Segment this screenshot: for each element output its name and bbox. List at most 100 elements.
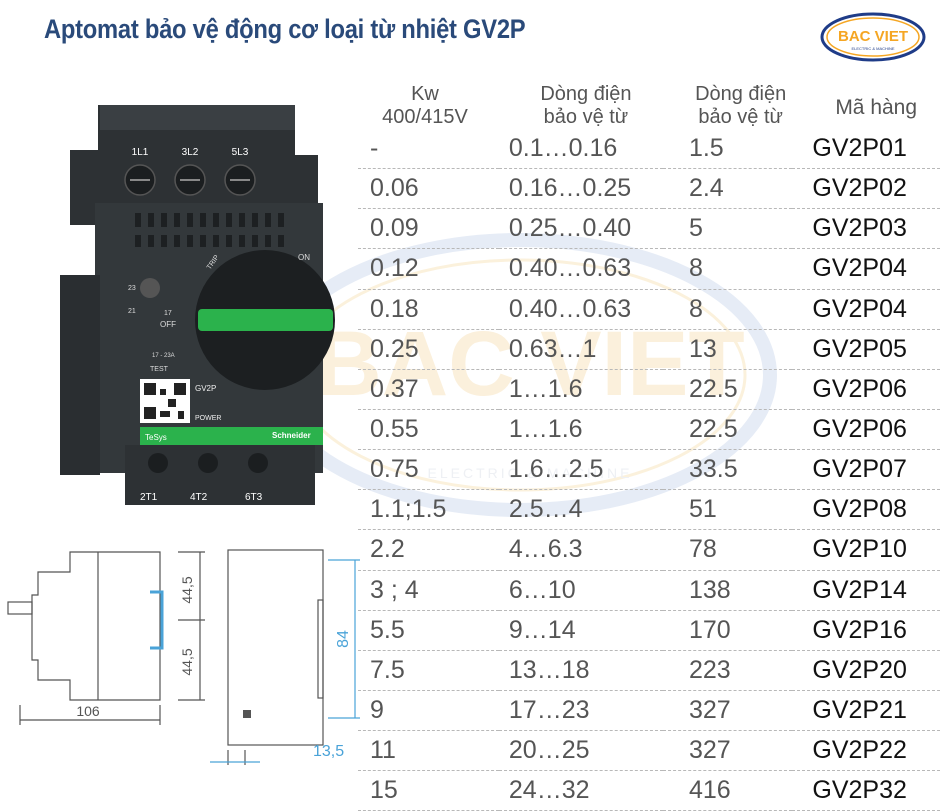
table-row: 5.5 9…14 170 GV2P16 — [358, 610, 940, 651]
cell-magnetic-current: 2.5…4 — [498, 489, 663, 531]
cell-part-number: GV2P01 — [792, 129, 940, 170]
table-row: 2.2 4…6.3 78 GV2P10 — [358, 529, 940, 571]
cell-trip-current: 2.4 — [662, 168, 793, 210]
table-row: 0.37 1…1.6 22.5 GV2P06 — [358, 369, 940, 410]
upper-dimension-label: 44,5 — [179, 576, 195, 603]
cell-trip-current: 327 — [662, 730, 793, 772]
table-row: 0.18 0.40…0.63 8 GV2P04 — [358, 289, 940, 330]
table-row: 0.12 0.40…0.63 8 GV2P04 — [358, 248, 940, 290]
cell-magnetic-current: 0.40…0.63 — [498, 289, 663, 330]
cell-trip-current: 22.5 — [662, 409, 793, 451]
cell-kw: 5.5 — [358, 610, 499, 651]
cell-part-number: GV2P06 — [792, 409, 940, 451]
table-row: -0.1…0.16 1.5 GV2P01 — [358, 129, 940, 170]
cell-part-number: GV2P05 — [792, 329, 940, 370]
page-title: Aptomat bảo vệ động cơ loại từ nhiệt GV2… — [44, 14, 526, 44]
cell-trip-current: 327 — [662, 690, 793, 732]
table-row: 11 20…25 327 GV2P22 — [358, 730, 940, 772]
cell-kw: 7.5 — [358, 650, 499, 691]
terminal-5l3: 5L3 — [232, 147, 249, 158]
dimension-drawing: 106 44,5 44,5 84 13,5 — [7, 549, 360, 765]
on-label: ON — [298, 253, 310, 262]
cell-part-number: GV2P08 — [792, 489, 940, 531]
cell-kw: 0.12 — [358, 248, 499, 290]
cell-trip-current: 1.5 — [662, 129, 793, 170]
cell-part-number: GV2P22 — [792, 730, 940, 772]
gv2p-breaker-image: 1L1 3L2 5L3 23 21 17 OFF ON TRIP 17 - 23… — [60, 105, 335, 505]
header-kw: Kw 400/415V — [382, 83, 468, 128]
cell-part-number: GV2P20 — [792, 650, 940, 691]
header-trip-current: Dòng điện bảo vệ từ — [695, 83, 787, 128]
cell-trip-current: 13 — [662, 329, 793, 370]
cell-magnetic-current: 24…32 — [498, 770, 663, 811]
model-label: GV2P — [195, 384, 216, 393]
header-part-number: Mã hàng — [835, 96, 918, 119]
series-label: TeSys — [145, 433, 167, 442]
range-label: 17 - 23A — [152, 353, 175, 359]
cell-trip-current: 170 — [662, 610, 793, 651]
width-label: 106 — [76, 703, 100, 719]
cell-magnetic-current: 9…14 — [498, 610, 663, 651]
cell-kw: 0.75 — [358, 449, 499, 491]
off-label: OFF — [160, 320, 176, 329]
cell-trip-current: 22.5 — [662, 369, 793, 410]
cell-magnetic-current: 0.25…0.40 — [498, 208, 663, 250]
terminal-1l1: 1L1 — [132, 147, 149, 158]
cell-kw: 1.1;1.5 — [358, 489, 499, 531]
spec-table: Kw 400/415V Dòng điện bảo vệ từ Dòng điện b… — [358, 62, 940, 811]
height-label: 84 — [335, 630, 352, 648]
cell-trip-current: 51 — [662, 489, 793, 531]
cell-kw: 9 — [358, 690, 499, 732]
dial-21: 21 — [128, 308, 136, 315]
table-row: 15 24…32 416 GV2P32 — [358, 770, 940, 811]
cell-kw: 0.06 — [358, 168, 499, 210]
cell-kw: 0.37 — [358, 369, 499, 410]
cell-part-number: GV2P21 — [792, 690, 940, 732]
cell-trip-current: 8 — [662, 289, 793, 330]
lower-dimension-label: 44,5 — [179, 648, 195, 675]
cell-part-number: GV2P02 — [792, 168, 940, 210]
cell-magnetic-current: 1…1.6 — [498, 369, 663, 410]
cell-magnetic-current: 6…10 — [498, 570, 663, 611]
cell-part-number: GV2P16 — [792, 610, 940, 651]
cell-part-number: GV2P04 — [792, 289, 940, 330]
table-row: 1.1;1.5 2.5…4 51 GV2P08 — [358, 489, 940, 531]
terminal-2t1: 2T1 — [140, 492, 158, 503]
cell-part-number: GV2P04 — [792, 248, 940, 290]
cell-kw: 0.18 — [358, 289, 499, 330]
table-row: 0.55 1…1.6 22.5 GV2P06 — [358, 409, 940, 451]
cell-magnetic-current: 0.16…0.25 — [498, 168, 663, 210]
cell-magnetic-current: 1…1.6 — [498, 409, 663, 451]
cell-trip-current: 33.5 — [662, 449, 793, 491]
bac-viet-logo: BAC VIET ELECTRIC & MACHINE — [820, 12, 926, 62]
cell-trip-current: 416 — [662, 770, 793, 811]
cell-kw: 15 — [358, 770, 499, 811]
cell-trip-current: 138 — [662, 570, 793, 611]
cell-magnetic-current: 13…18 — [498, 650, 663, 691]
cell-kw: 2.2 — [358, 529, 499, 571]
test-label: TEST — [150, 366, 169, 373]
dial-23: 23 — [128, 285, 136, 292]
table-row: 0.09 0.25…0.40 5 GV2P03 — [358, 208, 940, 250]
cell-trip-current: 223 — [662, 650, 793, 691]
table-row: 9 17…23 327 GV2P21 — [358, 690, 940, 732]
table-row: 0.25 0.63…1 13 GV2P05 — [358, 329, 940, 370]
table-row: 0.06 0.16…0.25 2.4 GV2P02 — [358, 168, 940, 210]
cell-kw: 0.09 — [358, 208, 499, 250]
cell-part-number: GV2P14 — [792, 570, 940, 611]
cell-part-number: GV2P06 — [792, 369, 940, 410]
cell-kw: 0.55 — [358, 409, 499, 451]
cell-part-number: GV2P10 — [792, 529, 940, 571]
brand-label: Schneider — [272, 431, 311, 440]
cell-trip-current: 78 — [662, 529, 793, 571]
offset-label: 13,5 — [313, 743, 344, 760]
terminal-4t2: 4T2 — [190, 492, 208, 503]
cell-kw: 0.25 — [358, 329, 499, 370]
cell-magnetic-current: 0.40…0.63 — [498, 248, 663, 290]
table-row: 3 ; 4 6…10 138 GV2P14 — [358, 570, 940, 611]
table-header-row: Kw 400/415V Dòng điện bảo vệ từ Dòng điện b… — [358, 62, 940, 129]
cell-magnetic-current: 1.6…2.5 — [498, 449, 663, 491]
header-magnetic-current: Dòng điện bảo vệ từ — [540, 83, 632, 128]
terminal-6t3: 6T3 — [245, 492, 263, 503]
cell-magnetic-current: 0.1…0.16 — [498, 129, 663, 170]
